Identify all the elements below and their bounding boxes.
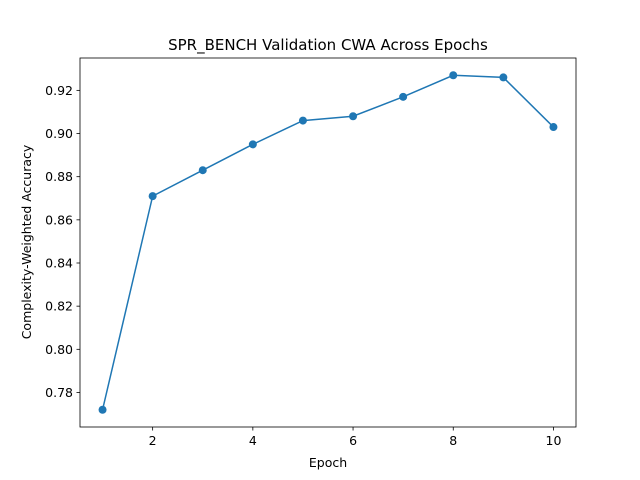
y-axis-label: Complexity-Weighted Accuracy [19,144,34,339]
x-tick-label: 8 [449,433,457,448]
data-point [298,116,307,125]
y-tick-label: 0.88 [45,169,73,184]
axes-frame [79,57,577,428]
y-tick-label: 0.92 [45,83,73,98]
data-point [499,73,508,82]
x-axis-label: Epoch [309,455,347,470]
series-line [101,74,554,410]
y-tick-label: 0.80 [45,342,73,357]
y-tick-label: 0.82 [45,299,73,314]
y-tick-label: 0.78 [45,385,73,400]
data-point [399,92,408,101]
data-point [449,71,458,80]
y-axis-ticks: 0.78 0.80 0.82 0.84 0.86 0.88 0.90 0.92 [45,83,80,400]
y-tick-label: 0.84 [45,256,73,271]
data-point [98,405,107,414]
plot-area [98,71,558,414]
x-axis-ticks: 2 4 6 8 10 [149,427,562,448]
data-point [248,140,257,149]
data-point [349,112,358,121]
y-tick-label: 0.86 [45,212,73,227]
x-tick-label: 6 [349,433,357,448]
data-point [198,166,207,175]
x-tick-label: 2 [149,433,157,448]
x-tick-label: 4 [249,433,257,448]
chart-title: SPR_BENCH Validation CWA Across Epochs [168,36,488,55]
data-point [549,123,558,132]
y-tick-label: 0.90 [45,126,73,141]
x-tick-label: 10 [546,433,562,448]
data-point [148,192,157,201]
